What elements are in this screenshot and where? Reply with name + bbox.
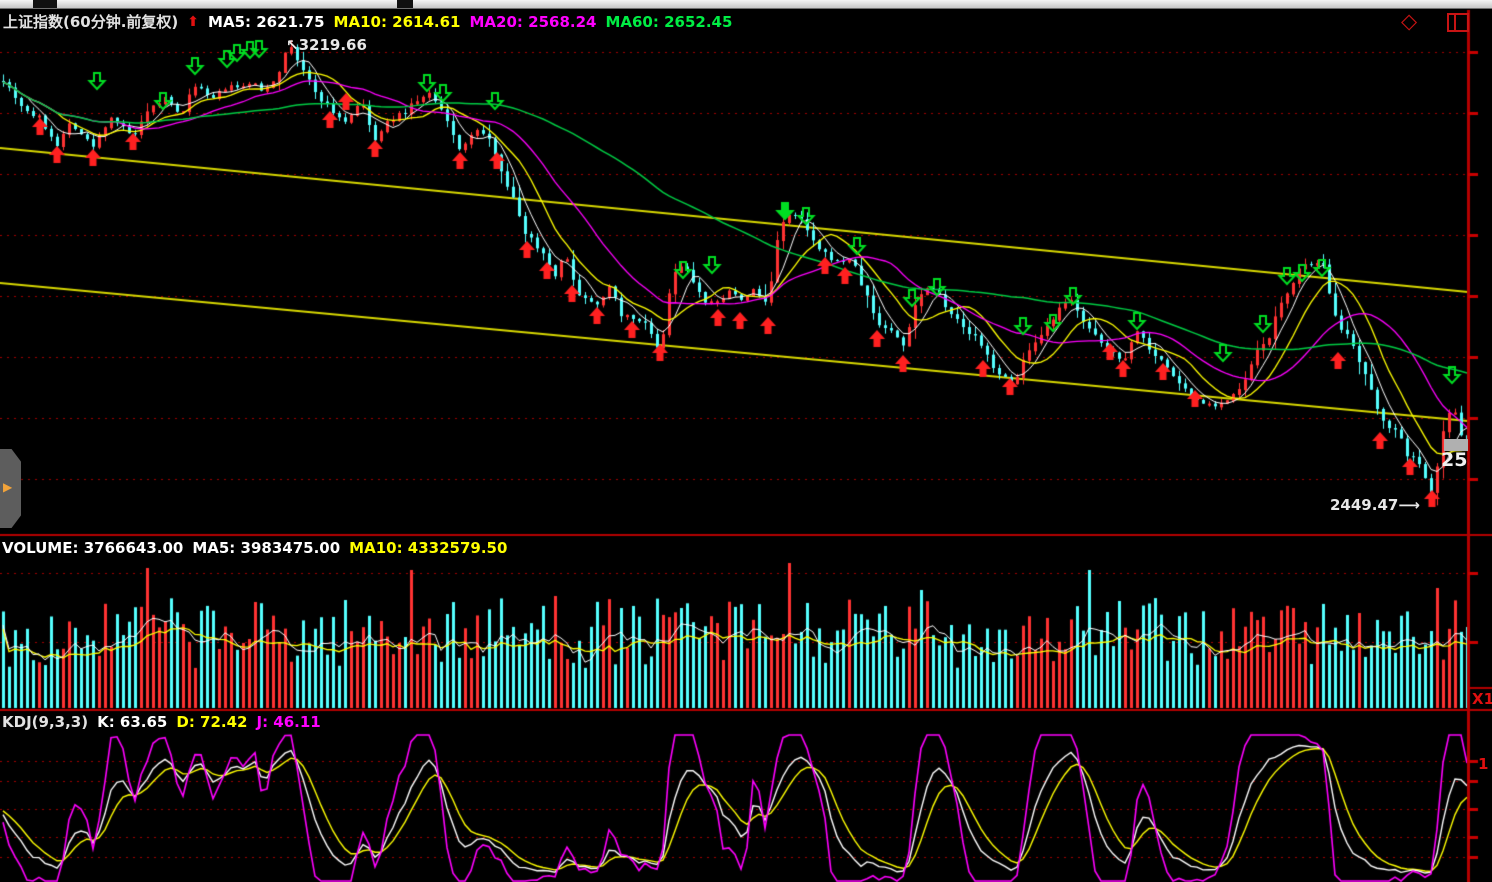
diamond-icon[interactable]: ◇ (1401, 9, 1418, 33)
volume-scale-label: X1 (1472, 690, 1492, 708)
kdj-title: KDJ(9,3,3) (2, 713, 89, 731)
nw-arrow-icon: ↖ (286, 36, 299, 54)
right-arrow-icon: ⟶ (1398, 496, 1420, 514)
ma60-value: MA60: 2652.45 (605, 12, 733, 31)
strip-notch (397, 0, 413, 8)
kdj-header: KDJ(9,3,3) K: 63.65 D: 72.42 J: 46.11 (2, 713, 321, 731)
kdj-j-value: J: 46.11 (256, 713, 321, 731)
expand-right-icon: ▶ (3, 480, 13, 494)
layout-icon-divider (1454, 15, 1456, 30)
volume-ma10-value: MA10: 4332579.50 (349, 539, 508, 557)
low-price-label: 2449.47⟶ (1330, 496, 1420, 514)
up-arrow-icon: ⬆ (187, 13, 200, 30)
price-tag-bar (1444, 439, 1468, 451)
ma10-value: MA10: 2614.61 (333, 12, 461, 31)
high-price-label: ↖3219.66 (286, 36, 367, 54)
top-window-edge (0, 0, 1492, 9)
volume-header: VOLUME: 3766643.00 MA5: 3983475.00 MA10:… (2, 539, 507, 557)
kdj-k-value: K: 63.65 (97, 713, 168, 731)
main-chart-header: 上证指数(60分钟.前复权) ⬆ MA5: 2621.75 MA10: 2614… (3, 11, 732, 32)
ma20-value: MA20: 2568.24 (469, 12, 597, 31)
kdj-d-value: D: 72.42 (176, 713, 248, 731)
sidebar-expand-handle[interactable]: ▶ (0, 449, 21, 528)
last-price-text: 255 (1441, 449, 1469, 471)
volume-ma5-value: MA5: 3983475.00 (192, 539, 341, 557)
symbol-title: 上证指数(60分钟.前复权) (3, 13, 179, 31)
layout-icon[interactable] (1447, 13, 1469, 32)
volume-value: VOLUME: 3766643.00 (2, 539, 184, 557)
strip-notch (33, 0, 57, 8)
ma5-value: MA5: 2621.75 (208, 12, 325, 31)
kdj-scale-label: 1 (1478, 755, 1489, 773)
